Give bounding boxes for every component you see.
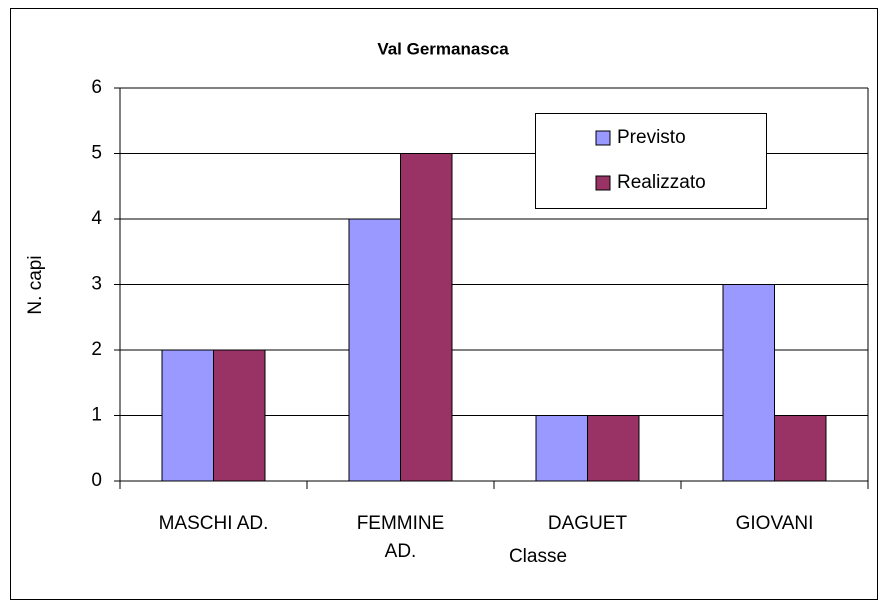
y-tick-label: 4 [91,208,102,229]
legend-swatch [595,130,611,146]
y-tick-label: 2 [91,339,102,360]
bar [722,284,775,482]
y-axis-title: N. capi [25,255,46,314]
bar [213,349,266,482]
y-tick-label: 0 [91,470,102,491]
bar [774,415,827,482]
legend-label: Realizzato [617,172,706,193]
y-tick-label: 6 [91,77,102,98]
bar [587,415,640,482]
y-tick-label: 3 [91,274,102,295]
y-tick-label: 1 [91,405,102,426]
chart-title: Val Germanasca [377,39,509,58]
x-tick-label: GIOVANI [735,513,814,534]
bar [535,415,588,482]
x-axis-title: Classe [509,546,567,567]
x-tick-label: DAGUET [547,513,628,534]
legend-box [535,113,767,209]
x-tick-label: FEMMINE AD. [356,513,445,562]
bar [400,153,453,482]
legend-label: Previsto [617,127,686,148]
bar [161,349,214,482]
x-tick-label: MASCHI AD. [158,513,269,534]
legend-swatch [595,175,611,191]
y-tick-label: 5 [91,143,102,164]
bar [348,218,401,482]
